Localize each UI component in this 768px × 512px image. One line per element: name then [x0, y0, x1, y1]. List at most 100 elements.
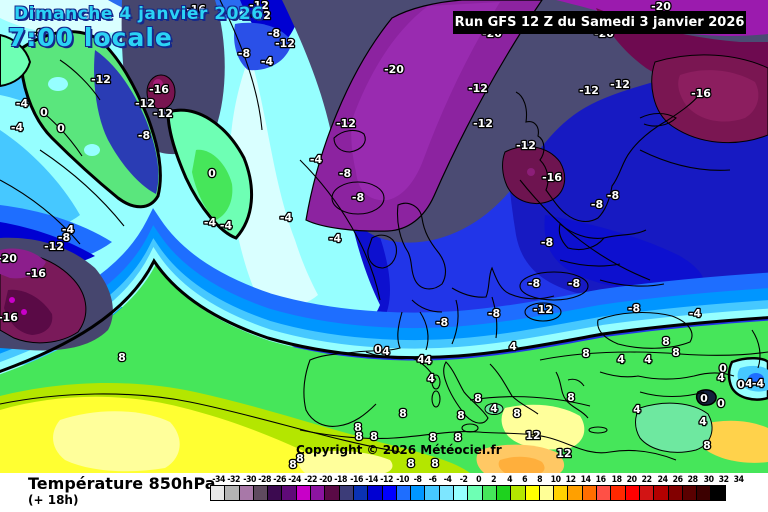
temp-label: 4: [633, 403, 641, 416]
legend-tick: 6: [522, 475, 528, 485]
legend-tick: [747, 475, 761, 485]
legend-tick: -32: [227, 475, 241, 485]
temp-label: -12: [275, 37, 295, 50]
forecast-date-overlay: Dimanche 4 janvier 2026 7:00 locale: [8, 5, 264, 51]
legend-cell: [481, 485, 497, 501]
legend-cell: [267, 485, 283, 501]
legend-tick: -28: [258, 475, 271, 485]
temp-label: -20: [384, 63, 404, 76]
temp-label: -4: [689, 307, 702, 320]
temp-label: -8: [58, 231, 70, 244]
legend-cell: [553, 485, 569, 501]
legend-tick: -16: [349, 475, 363, 485]
color-scale-legend: -34 -32 -30 -28 -26 -24 -22 -20 -18 -16 -14 -12 -10-…: [210, 475, 765, 501]
temp-label: -4: [62, 223, 75, 236]
forecast-hour: (+ 18h): [28, 493, 79, 507]
temp-label: -8: [591, 198, 603, 211]
legend-tick: -22: [304, 475, 317, 485]
legend-cell: [324, 485, 340, 501]
temp-label: 8: [399, 407, 407, 420]
temp-label: -8: [352, 191, 364, 204]
temp-label: -12: [135, 97, 155, 110]
isotherm-contours: [0, 0, 768, 453]
temp-label: 8: [474, 392, 482, 405]
legend-tick: -14: [365, 475, 378, 485]
legend-cell-row: [210, 485, 765, 501]
temp-label: 8: [703, 439, 711, 452]
temp-label: -12: [533, 303, 553, 316]
legend-tick: 26: [672, 475, 683, 485]
temp-label: 4: [717, 371, 725, 384]
temp-label: -8: [628, 302, 640, 315]
legend-tick: -26: [273, 475, 287, 485]
legend-tick: -18: [334, 475, 348, 485]
temp-label: 8: [431, 457, 439, 470]
legend-tick: -30: [242, 475, 256, 485]
legend-tick: 0: [476, 475, 482, 485]
temp-label: 8: [354, 421, 362, 434]
temperature-field: [0, 0, 768, 473]
temp-label: -4: [310, 153, 323, 166]
temp-label: 8: [370, 430, 378, 443]
temp-label: -8: [268, 27, 280, 40]
temp-label: -16: [0, 311, 18, 324]
legend-tick: 28: [687, 475, 698, 485]
temp-label: -12: [44, 240, 64, 253]
legend-tick: -20: [319, 475, 333, 485]
temp-label: 8: [355, 430, 363, 443]
temp-label: -4: [752, 377, 765, 390]
legend-cell: [510, 485, 526, 501]
temp-label: 0: [717, 397, 725, 410]
legend-tick: 32: [718, 475, 729, 485]
temp-label: 0: [57, 122, 65, 135]
temp-label: -12: [579, 84, 599, 97]
temp-label: 0: [208, 167, 216, 180]
temp-label: -16: [26, 267, 46, 280]
legend-tick: -8: [413, 475, 422, 485]
temperature-labels: -16-12-12-8-8-12-8-4-20-20-20-20-40-40-1…: [0, 0, 766, 472]
temp-label: 4: [644, 353, 652, 366]
temp-label: -4: [280, 211, 293, 224]
legend-cell: [238, 485, 254, 501]
temp-label: -12: [610, 78, 630, 91]
legend-tick: 4: [506, 475, 512, 485]
temp-label: 8: [672, 346, 680, 359]
legend-cell: [438, 485, 455, 501]
temp-label: 4: [427, 372, 435, 385]
temp-label: 8: [567, 391, 575, 404]
legend-cell: [410, 485, 426, 501]
legend-cell: [338, 485, 354, 501]
legend-cell: [596, 485, 612, 501]
legend-tick: 16: [596, 475, 607, 485]
temp-label: -20: [651, 0, 671, 13]
legend-cell: [681, 485, 698, 501]
temp-label: 8: [513, 407, 521, 420]
legend-cell: [424, 485, 440, 501]
temp-label: -8: [339, 167, 351, 180]
legend-tick: 12: [565, 475, 576, 485]
temp-label: 4: [490, 402, 498, 415]
temp-label: -4: [261, 55, 274, 68]
temp-label: 8: [429, 431, 437, 444]
temp-label: -4: [329, 232, 342, 245]
map-title: Température 850hPa: [28, 474, 216, 493]
legend-cell: [667, 485, 683, 501]
temp-label: -12: [336, 117, 356, 130]
legend-cell: [538, 485, 555, 501]
temp-label: -12: [249, 0, 269, 12]
legend-cell: [467, 485, 483, 501]
legend-cell: [610, 485, 626, 501]
temp-label: 0: [40, 106, 48, 119]
temp-label: 4: [617, 353, 625, 366]
temp-label: 0: [374, 343, 382, 356]
temp-label: -12: [153, 107, 173, 120]
temp-label: -8: [436, 316, 448, 329]
legend-tick: 30: [703, 475, 714, 485]
temp-label: -8: [488, 307, 500, 320]
temp-label: -8: [32, 27, 44, 40]
temp-label: -8: [238, 47, 250, 60]
legend-cell: [495, 485, 512, 501]
temp-label: -12: [91, 73, 111, 86]
temp-label: -16: [149, 83, 169, 96]
